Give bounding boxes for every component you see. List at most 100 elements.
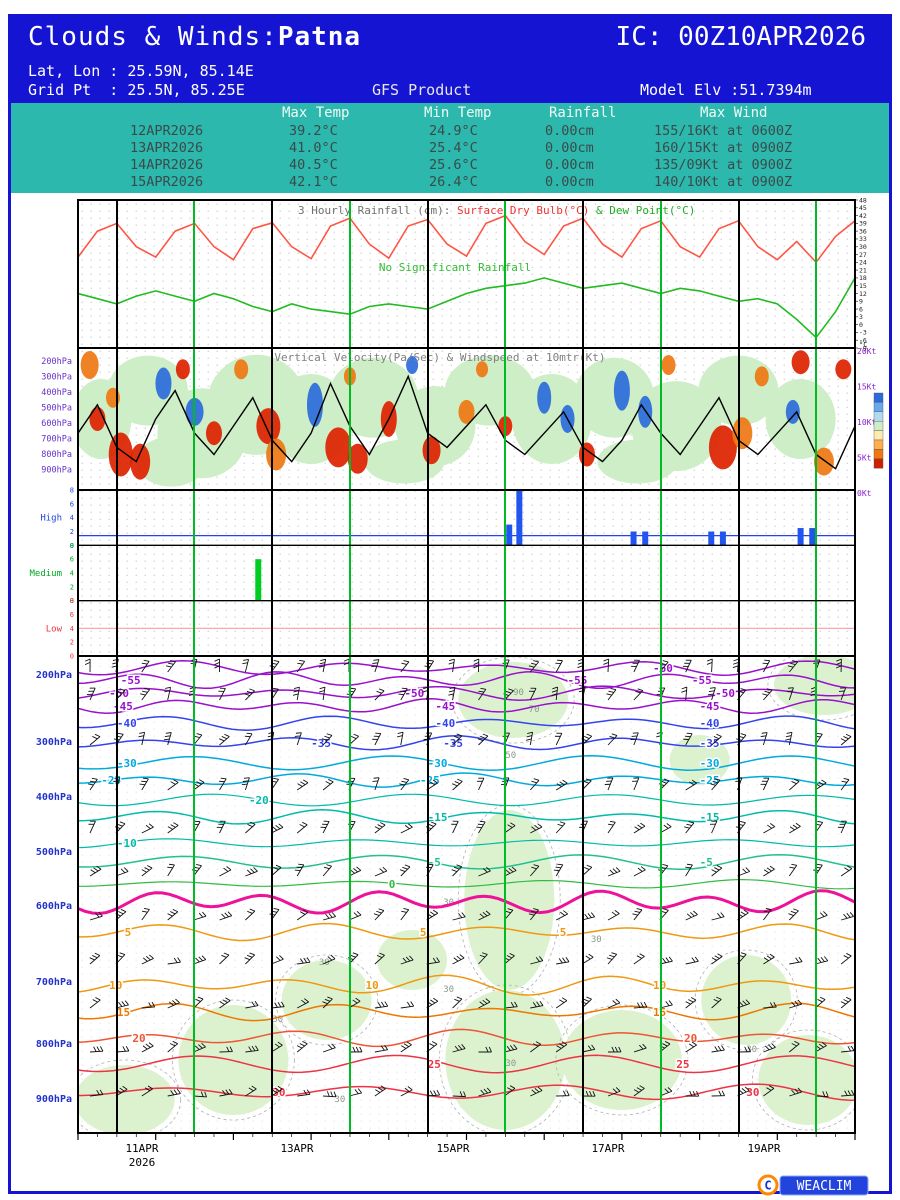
svg-text:0: 0 bbox=[389, 878, 396, 891]
svg-text:5: 5 bbox=[420, 926, 427, 939]
col-max-temp: Max Temp bbox=[282, 105, 350, 121]
svg-text:6: 6 bbox=[70, 611, 74, 619]
row-max-temp: 40.5°C bbox=[289, 157, 338, 173]
svg-text:4: 4 bbox=[70, 570, 74, 578]
logo-ring-icon bbox=[757, 1174, 779, 1196]
svg-text:4: 4 bbox=[70, 514, 74, 522]
svg-text:300hPa: 300hPa bbox=[36, 737, 72, 748]
svg-text:5: 5 bbox=[125, 926, 132, 939]
model-elevation: Model Elv :51.7394m bbox=[640, 81, 812, 99]
svg-text:700hPa: 700hPa bbox=[36, 977, 72, 988]
svg-text:C: C bbox=[764, 1179, 771, 1193]
row-max-wind: 155/16Kt at 0600Z bbox=[654, 123, 793, 139]
svg-text:20Kt: 20Kt bbox=[857, 347, 876, 356]
svg-text:-15: -15 bbox=[428, 811, 448, 824]
windspeed-line bbox=[78, 374, 855, 470]
svg-text:30: 30 bbox=[443, 898, 454, 908]
svg-text:-40: -40 bbox=[117, 717, 137, 730]
svg-text:-45: -45 bbox=[700, 700, 720, 713]
x-tick-label: 15APR bbox=[436, 1142, 469, 1155]
svg-text:20: 20 bbox=[132, 1032, 145, 1045]
svg-text:6: 6 bbox=[859, 305, 863, 313]
svg-text:-5: -5 bbox=[428, 856, 441, 869]
svg-text:-20: -20 bbox=[249, 794, 269, 807]
wind-barbs bbox=[84, 658, 855, 1098]
svg-text:33: 33 bbox=[859, 235, 867, 243]
svg-text:15: 15 bbox=[117, 1006, 130, 1019]
row-rainfall: 0.00cm bbox=[545, 174, 594, 190]
svg-text:0Kt: 0Kt bbox=[857, 489, 872, 498]
svg-text:6: 6 bbox=[70, 500, 74, 508]
svg-text:-30: -30 bbox=[700, 757, 720, 770]
svg-text:15: 15 bbox=[653, 1006, 666, 1019]
svg-text:30: 30 bbox=[746, 1045, 757, 1055]
rainfall-annotation: No Significant Rainfall bbox=[379, 261, 531, 274]
svg-text:-5: -5 bbox=[700, 856, 713, 869]
svg-text:-6: -6 bbox=[859, 337, 867, 345]
svg-text:27: 27 bbox=[859, 251, 867, 259]
svg-text:2: 2 bbox=[70, 639, 74, 647]
svg-text:800hPa: 800hPa bbox=[36, 1039, 72, 1050]
row-max-wind: 140/10Kt at 0900Z bbox=[654, 174, 793, 190]
svg-text:-25: -25 bbox=[700, 774, 720, 787]
svg-text:400hPa: 400hPa bbox=[41, 388, 72, 398]
svg-text:-55: -55 bbox=[121, 674, 141, 687]
col-max-wind: Max Wind bbox=[700, 105, 768, 121]
svg-text:-45: -45 bbox=[113, 700, 133, 713]
svg-text:50: 50 bbox=[505, 751, 516, 761]
x-tick-label: 19APR bbox=[747, 1142, 780, 1155]
svg-text:42: 42 bbox=[859, 212, 867, 220]
svg-text:12: 12 bbox=[859, 290, 867, 298]
col-rainfall: Rainfall bbox=[549, 105, 617, 121]
row-date: 14APR2026 bbox=[130, 157, 204, 173]
row-min-temp: 25.4°C bbox=[429, 140, 478, 156]
svg-text:-55: -55 bbox=[568, 674, 588, 687]
svg-text:21: 21 bbox=[859, 266, 867, 274]
svg-text:200hPa: 200hPa bbox=[41, 357, 72, 367]
cloud-cover-panel: 8 6 4 2 0 High 8 6 4 2 0 Medium 8 6 4 2 0 Low bbox=[29, 487, 855, 661]
x-tick-label: 17APR bbox=[591, 1142, 624, 1155]
svg-text:30: 30 bbox=[591, 935, 602, 945]
svg-text:10: 10 bbox=[109, 979, 122, 992]
svg-text:6: 6 bbox=[70, 556, 74, 564]
svg-text:200hPa: 200hPa bbox=[36, 670, 72, 681]
cloud-layer-label: High bbox=[40, 514, 62, 524]
svg-text:10: 10 bbox=[365, 979, 378, 992]
svg-text:400hPa: 400hPa bbox=[36, 792, 72, 803]
row-min-temp: 26.4°C bbox=[429, 174, 478, 190]
product-label: GFS Product bbox=[372, 81, 472, 99]
cloud-layer-label: Medium bbox=[29, 569, 62, 579]
svg-text:700hPa: 700hPa bbox=[41, 435, 72, 445]
row-max-wind: 135/09Kt at 0900Z bbox=[654, 157, 793, 173]
svg-text:20: 20 bbox=[684, 1032, 697, 1045]
forecast-table-band bbox=[11, 103, 889, 193]
svg-text:48: 48 bbox=[859, 196, 867, 204]
svg-text:2: 2 bbox=[70, 528, 74, 536]
svg-text:500hPa: 500hPa bbox=[36, 847, 72, 858]
grid-point: Grid Pt : 25.5N, 85.25E bbox=[28, 81, 245, 99]
lat-lon: Lat, Lon : 25.59N, 85.14E bbox=[28, 62, 254, 80]
svg-text:2: 2 bbox=[70, 583, 74, 591]
row-min-temp: 24.9°C bbox=[429, 123, 478, 139]
svg-text:-50: -50 bbox=[109, 687, 129, 700]
svg-text:30: 30 bbox=[505, 1059, 516, 1069]
svg-text:900hPa: 900hPa bbox=[36, 1094, 72, 1105]
svg-text:30: 30 bbox=[859, 243, 867, 251]
svg-text:9: 9 bbox=[859, 298, 863, 306]
svg-text:2026: 2026 bbox=[129, 1156, 156, 1169]
svg-text:30: 30 bbox=[746, 1086, 759, 1099]
x-tick-label: 11APR bbox=[125, 1142, 158, 1155]
svg-text:-50: -50 bbox=[715, 687, 735, 700]
svg-text:-40: -40 bbox=[435, 717, 455, 730]
upper-air-panel: 3050303030303030309070-60-55-55-55-50-50… bbox=[78, 656, 855, 1133]
row-rainfall: 0.00cm bbox=[545, 140, 594, 156]
row-date: 13APR2026 bbox=[130, 140, 204, 156]
svg-text:30: 30 bbox=[272, 1086, 285, 1099]
svg-text:90: 90 bbox=[513, 688, 524, 698]
vv-panel-title: Vertical Velocity(Pa/Sec) & Windspeed at… bbox=[274, 351, 605, 364]
page-border bbox=[8, 14, 892, 1194]
surface-panel-title: 3 Hourly Rainfall (cm): Surface Dry Bulb… bbox=[298, 204, 695, 217]
svg-text:0: 0 bbox=[70, 597, 74, 605]
